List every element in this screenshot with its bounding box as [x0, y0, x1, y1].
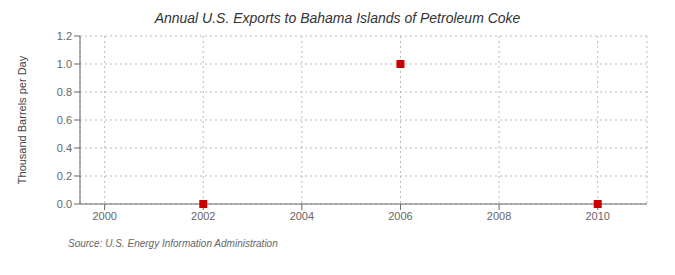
- svg-text:2000: 2000: [92, 210, 116, 222]
- html-text:Annual U.S. Exports to Bahama: Annual U.S. Exports to Bahama Islands of…: [154, 10, 521, 26]
- svg-text:0.6: 0.6: [57, 114, 72, 126]
- svg-text:0.4: 0.4: [57, 142, 72, 154]
- svg-text:2002: 2002: [191, 210, 215, 222]
- svg-text:0.8: 0.8: [57, 86, 72, 98]
- svg-text:2010: 2010: [585, 210, 609, 222]
- svg-text:0.2: 0.2: [57, 170, 72, 182]
- svg-text:0.0: 0.0: [57, 198, 72, 210]
- svg-text:2008: 2008: [487, 210, 511, 222]
- svg-text:2006: 2006: [388, 210, 412, 222]
- svg-text:1.0: 1.0: [57, 58, 72, 70]
- svg-text:Thousand Barrels per Day: Thousand Barrels per Day: [16, 55, 28, 184]
- html-text:Source: U.S. Energy Informatio: Source: U.S. Energy Information Administ…: [68, 238, 278, 249]
- svg-text:2004: 2004: [290, 210, 314, 222]
- svg-text:1.2: 1.2: [57, 30, 72, 42]
